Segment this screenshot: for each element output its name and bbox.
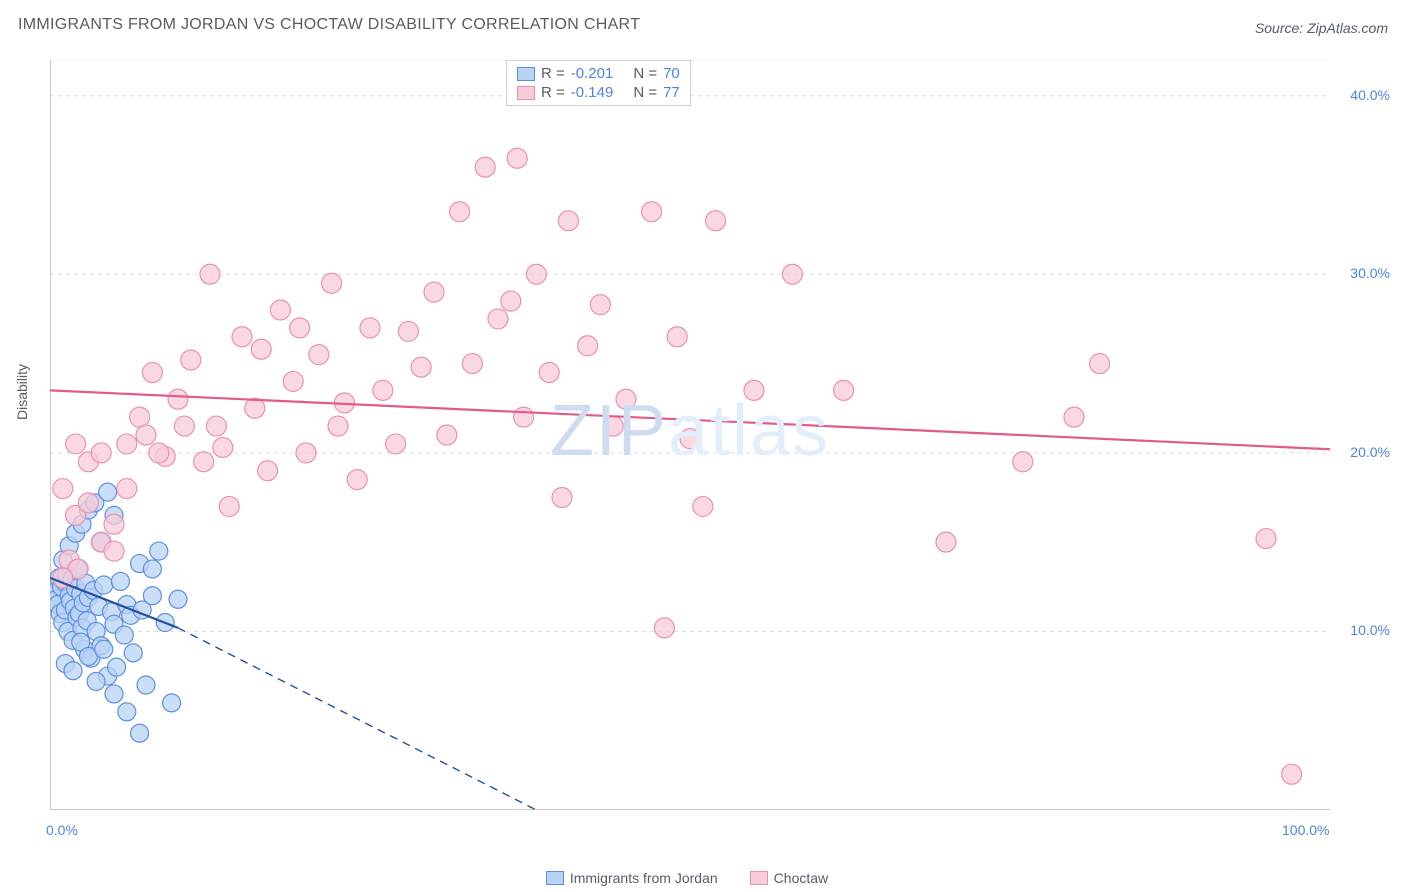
legend-row: R = -0.201N = 70 (517, 65, 680, 82)
chart-area: ZIPatlas R = -0.201N = 70R = -0.149N = 7… (50, 60, 1330, 810)
y-tick-label: 20.0% (1334, 444, 1390, 460)
correlation-legend: R = -0.201N = 70 R = -0.149N = 77 (506, 60, 691, 106)
legend-swatch (750, 871, 768, 885)
y-axis-label: Disability (14, 364, 30, 420)
series-legend: Immigrants from Jordan Choctaw (0, 870, 1406, 886)
legend-swatch (546, 871, 564, 885)
chart-svg (50, 60, 1330, 810)
x-tick-label: 100.0% (1282, 822, 1329, 838)
legend-label: Immigrants from Jordan (570, 870, 718, 886)
y-tick-label: 30.0% (1334, 265, 1390, 281)
legend-label: Choctaw (774, 870, 828, 886)
source-label: Source: ZipAtlas.com (1255, 20, 1388, 36)
y-tick-label: 10.0% (1334, 622, 1390, 638)
chart-title: IMMIGRANTS FROM JORDAN VS CHOCTAW DISABI… (18, 16, 1388, 34)
x-tick-label: 0.0% (46, 822, 78, 838)
legend-row: R = -0.149N = 77 (517, 84, 680, 101)
y-tick-label: 40.0% (1334, 87, 1390, 103)
